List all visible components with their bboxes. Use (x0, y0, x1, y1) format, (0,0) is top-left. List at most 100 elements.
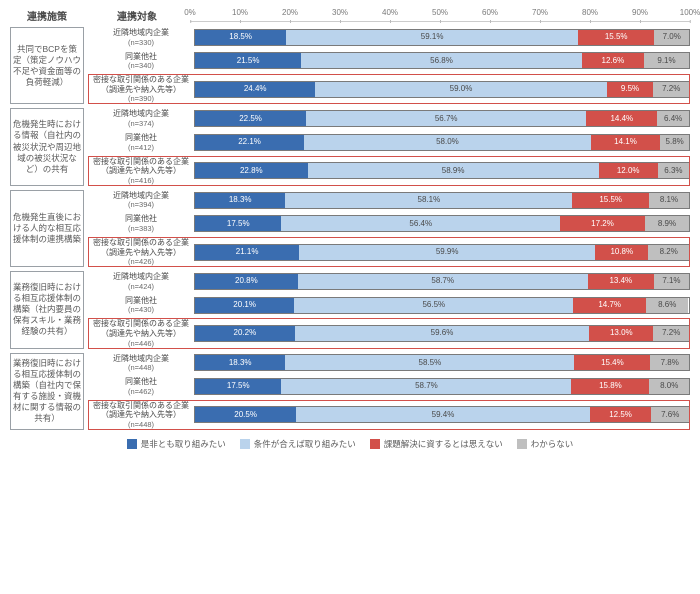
bar-area: 21.1%59.9%10.8%8.2% (194, 237, 690, 267)
groups-container: 共同でBCPを策定（策定ノウハウ不足や資金面等の負荷軽減）近隣地域内企業(n=3… (10, 27, 690, 430)
row-label-text: 同業他社 (125, 214, 157, 224)
bar-area: 20.5%59.4%12.5%7.6% (194, 400, 690, 430)
row-n: (n=416) (128, 176, 154, 185)
data-row: 近隣地域内企業(n=448)18.3%58.5%15.4%7.8% (88, 353, 690, 374)
legend-label: わからない (531, 438, 574, 450)
row-n: (n=383) (128, 224, 154, 233)
bar-segment: 58.0% (304, 135, 591, 150)
row-n: (n=394) (128, 200, 154, 209)
data-row: 密接な取引関係のある企業（調達先や納入先等）(n=390)24.4%59.0%9… (88, 74, 690, 104)
bar-segment: 7.0% (654, 30, 689, 45)
stacked-bar: 18.3%58.5%15.4%7.8% (194, 354, 690, 371)
legend-label: 課題解決に資するとは思えない (384, 438, 503, 450)
bar-segment: 8.1% (649, 193, 689, 208)
row-label: 密接な取引関係のある企業（調達先や納入先等）(n=390) (88, 74, 194, 104)
group: 業務復旧時における相互応援体制の構築（自社内で保有する施設・資機材に関する情報の… (10, 353, 690, 430)
bar-area: 18.3%58.1%15.5%8.1% (194, 190, 690, 211)
row-label-text: 近隣地域内企業 (113, 191, 169, 201)
bar-area: 22.5%56.7%14.4%6.4% (194, 108, 690, 129)
bar-segment: 56.8% (301, 53, 582, 68)
bar-segment: 59.9% (299, 245, 595, 260)
row-label: 密接な取引関係のある企業（調達先や納入先等）(n=448) (88, 400, 194, 430)
row-label-text: 同業他社 (125, 52, 157, 62)
axis-tick: 40% (382, 8, 398, 17)
row-n: (n=448) (128, 420, 154, 429)
bar-segment: 15.5% (572, 193, 649, 208)
bar-segment: 56.4% (281, 216, 560, 231)
bar-segment: 59.6% (295, 326, 589, 341)
row-label-text: 密接な取引関係のある企業（調達先や納入先等） (90, 75, 192, 94)
data-row: 同業他社(n=383) 17.5%56.4%17.2%8.9% (88, 213, 690, 234)
group-label: 業務復旧時における相互応援体制の構築（自社内で保有する施設・資機材に関する情報の… (10, 353, 84, 430)
bar-segment: 20.8% (195, 274, 298, 289)
header-col2: 連携対象 (84, 8, 190, 23)
bar-segment: 8.2% (648, 245, 689, 260)
bar-segment: 59.0% (315, 82, 606, 97)
bar-segment: 7.2% (653, 326, 689, 341)
data-row: 同業他社(n=412)22.1%58.0%14.1%5.8% (88, 132, 690, 153)
bar-segment: 18.3% (195, 355, 285, 370)
bar-segment: 12.5% (590, 407, 652, 422)
bar-area: 24.4%59.0%9.5%7.2% (194, 74, 690, 104)
stacked-bar: 20.8%58.7%13.4%7.1% (194, 273, 690, 290)
row-label: 密接な取引関係のある企業（調達先や納入先等）(n=426) (88, 237, 194, 267)
group-label: 業務復旧時における相互応援体制の構築（社内要員の保有スキル・業務経験の共有） (10, 271, 84, 348)
row-label-text: 同業他社 (125, 377, 157, 387)
bar-segment: 13.0% (589, 326, 653, 341)
bar-area: 22.1%58.0%14.1%5.8% (194, 132, 690, 153)
group: 共同でBCPを策定（策定ノウハウ不足や資金面等の負荷軽減）近隣地域内企業(n=3… (10, 27, 690, 104)
stacked-bar: 18.3%58.1%15.5%8.1% (194, 192, 690, 209)
row-n: (n=390) (128, 94, 154, 103)
bar-segment: 12.0% (599, 163, 658, 178)
stacked-bar: 17.5%58.7%15.8%8.0% (194, 378, 690, 395)
legend-item: 課題解決に資するとは思えない (370, 438, 503, 450)
group-label: 共同でBCPを策定（策定ノウハウ不足や資金面等の負荷軽減） (10, 27, 84, 104)
axis-tick: 70% (532, 8, 548, 17)
bar-segment: 58.7% (281, 379, 571, 394)
bar-segment: 58.9% (308, 163, 599, 178)
bar-segment: 18.5% (195, 30, 286, 45)
row-label: 近隣地域内企業(n=394) (88, 190, 194, 211)
row-label-text: 近隣地域内企業 (113, 354, 169, 364)
data-row: 近隣地域内企業(n=330)18.5%59.1%15.5%7.0% (88, 27, 690, 48)
bar-segment: 22.1% (195, 135, 304, 150)
group: 業務復旧時における相互応援体制の構築（社内要員の保有スキル・業務経験の共有）近隣… (10, 271, 690, 348)
bar-segment: 20.2% (195, 326, 295, 341)
bar-segment: 14.4% (586, 111, 657, 126)
bar-segment: 14.1% (591, 135, 661, 150)
chart-container: 連携施策 連携対象 0%10%20%30%40%50%60%70%80%90%1… (0, 0, 700, 454)
bar-segment: 59.1% (286, 30, 578, 45)
bar-segment: 6.4% (657, 111, 689, 126)
bar-segment: 7.1% (654, 274, 689, 289)
bar-segment: 20.1% (195, 298, 294, 313)
row-label: 近隣地域内企業(n=374) (88, 108, 194, 129)
axis-tick: 80% (582, 8, 598, 17)
row-label-text: 近隣地域内企業 (113, 272, 169, 282)
row-n: (n=424) (128, 282, 154, 291)
row-n: (n=340) (128, 61, 154, 70)
bar-segment: 7.8% (650, 355, 689, 370)
legend-swatch (240, 439, 250, 449)
axis-tick: 0% (184, 8, 196, 17)
bar-segment: 8.9% (645, 216, 689, 231)
legend-swatch (370, 439, 380, 449)
legend-swatch (127, 439, 137, 449)
bar-segment: 21.5% (195, 53, 301, 68)
row-label-text: 同業他社 (125, 296, 157, 306)
row-n: (n=430) (128, 305, 154, 314)
row-n: (n=462) (128, 387, 154, 396)
bar-segment: 59.4% (296, 407, 589, 422)
row-label: 同業他社(n=412) (88, 132, 194, 153)
bar-segment: 15.4% (574, 355, 650, 370)
bar-segment: 15.8% (571, 379, 649, 394)
row-label-text: 密接な取引関係のある企業（調達先や納入先等） (90, 401, 192, 420)
bar-area: 17.5%56.4%17.2%8.9% (194, 213, 690, 234)
stacked-bar: 22.8%58.9%12.0%6.3% (194, 162, 690, 179)
group-rows: 近隣地域内企業(n=424) 20.8%58.7%13.4%7.1% 同業他社(n=… (88, 271, 690, 348)
group-rows: 近隣地域内企業(n=448)18.3%58.5%15.4%7.8%同業他社(n=… (88, 353, 690, 430)
row-n: (n=448) (128, 363, 154, 372)
data-row: 同業他社(n=340)21.5%56.8%12.6%9.1% (88, 51, 690, 72)
row-label-text: 密接な取引関係のある企業（調達先や納入先等） (90, 238, 192, 257)
group: 危機発生時における情報（自社内の被災状況や周辺地域の被災状況など）の共有近隣地域… (10, 108, 690, 185)
row-label: 近隣地域内企業(n=448) (88, 353, 194, 374)
